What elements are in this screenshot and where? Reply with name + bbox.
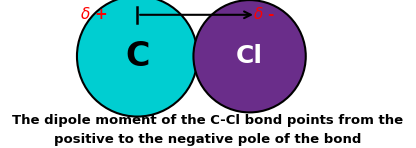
Ellipse shape	[193, 0, 306, 112]
Ellipse shape	[77, 0, 198, 117]
Text: $\delta$ -: $\delta$ -	[253, 6, 275, 22]
Text: $\delta$ +: $\delta$ +	[80, 6, 107, 22]
Text: The dipole moment of the C-Cl bond points from the: The dipole moment of the C-Cl bond point…	[12, 114, 404, 127]
Text: Cl: Cl	[236, 44, 263, 68]
Text: positive to the negative pole of the bond: positive to the negative pole of the bon…	[54, 133, 362, 146]
Text: C: C	[125, 40, 149, 73]
